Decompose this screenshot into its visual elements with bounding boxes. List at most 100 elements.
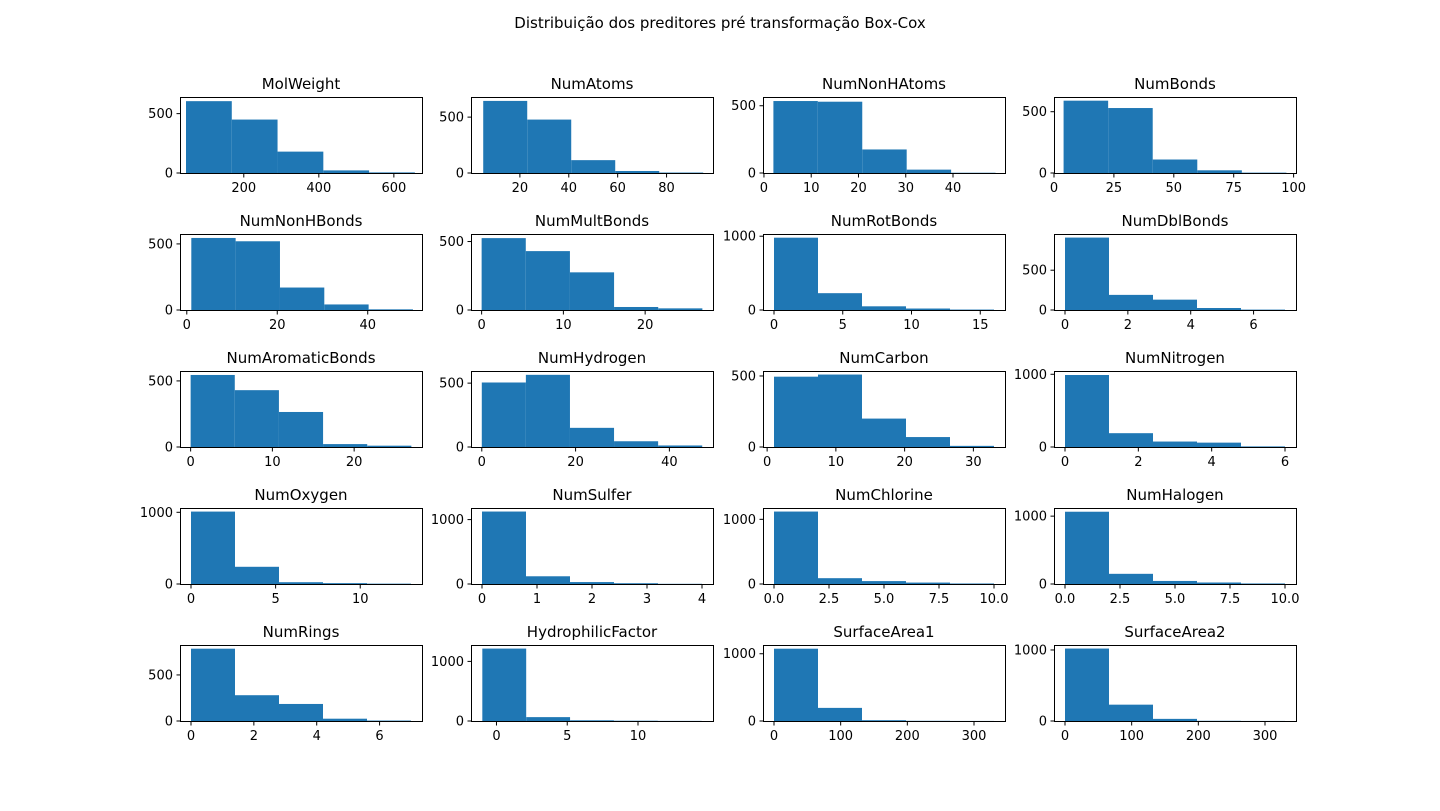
- y-tick-label: 0: [1039, 441, 1047, 456]
- histogram-bar: [862, 306, 906, 310]
- y-tick-label: 0: [456, 441, 464, 456]
- y-tick-label: 1000: [140, 506, 173, 521]
- x-tick-label: 0: [478, 592, 486, 607]
- histogram-bar: [1065, 648, 1109, 721]
- histogram-bar: [323, 170, 370, 173]
- panel-title: SurfaceArea2: [1124, 623, 1225, 641]
- axes-frame: [763, 97, 1006, 174]
- x-tick-label: 2: [1124, 318, 1132, 333]
- axes-frame: [471, 97, 714, 174]
- y-tick-label: 0: [1039, 167, 1047, 182]
- y-tick-label: 0: [1039, 304, 1047, 319]
- x-tick-label: 1: [533, 592, 541, 607]
- histogram-panel: SurfaceArea1 0 100 200 300 0 1000: [723, 623, 1006, 744]
- histogram-bar: [569, 427, 615, 447]
- histogram-bar: [367, 445, 412, 447]
- panel-title: NumNonHBonds: [240, 212, 363, 230]
- x-tick-label: 0: [187, 592, 195, 607]
- y-tick-label: 1000: [431, 513, 464, 528]
- histogram-bar: [324, 304, 369, 310]
- histogram-bar: [906, 308, 950, 310]
- histogram-bar: [526, 576, 570, 584]
- y-tick-label: 500: [439, 111, 464, 126]
- y-tick-label: 1000: [1014, 368, 1047, 383]
- y-tick-label: 0: [165, 578, 173, 593]
- x-tick-label: 20: [637, 318, 654, 333]
- x-tick-label: 600: [381, 181, 406, 196]
- histogram-panel: HydrophilicFactor 0 5 10 0 1000: [431, 623, 714, 744]
- histogram-bar: [1241, 309, 1285, 311]
- x-tick-label: 6: [375, 729, 383, 744]
- histogram-bar: [950, 309, 994, 311]
- x-tick-label: 0.0: [1055, 592, 1076, 607]
- histogram-bar: [774, 511, 818, 584]
- histogram-bar: [1109, 433, 1153, 447]
- histogram-bar: [235, 241, 280, 310]
- y-tick-label: 500: [148, 237, 173, 252]
- x-tick-label: 10: [828, 455, 845, 470]
- histogram-bar: [862, 418, 906, 447]
- x-tick-label: 200: [895, 729, 920, 744]
- histogram-panel: NumSulfer 0 1 2 3 4 0 1000: [431, 486, 714, 607]
- panel-title: NumDblBonds: [1122, 212, 1229, 230]
- histogram-bar: [571, 160, 616, 173]
- x-tick-label: 0: [763, 455, 771, 470]
- y-tick-label: 0: [1039, 715, 1047, 730]
- x-tick-label: 5: [839, 318, 847, 333]
- x-tick-label: 4: [1187, 318, 1195, 333]
- axes-frame: [1054, 97, 1297, 174]
- panel-title: NumNonHAtoms: [822, 75, 946, 93]
- histogram-panel: NumCarbon 0 10 20 30 0 500: [731, 349, 1006, 470]
- x-tick-label: 20: [850, 181, 867, 196]
- x-tick-label: 200: [1186, 729, 1211, 744]
- x-tick-label: 0: [183, 318, 191, 333]
- histogram-panel: NumHalogen 0.0 2.5 5.0 7.5 10.0 0 1000: [1014, 486, 1300, 607]
- histogram-bar: [950, 583, 994, 585]
- y-tick-label: 500: [148, 374, 173, 389]
- histogram-bar: [818, 578, 862, 584]
- histogram-bar: [1153, 718, 1197, 721]
- histogram-bar: [1241, 172, 1287, 174]
- histogram-bar: [570, 720, 614, 721]
- histogram-bar: [906, 169, 952, 173]
- y-tick-label: 0: [456, 578, 464, 593]
- histogram-bar: [774, 648, 818, 721]
- histogram-panel: NumRotBonds 0 5 10 15 0 1000: [723, 212, 1006, 333]
- histogram-bar: [190, 374, 235, 447]
- axes-frame: [763, 371, 1006, 448]
- panel-title: NumChlorine: [835, 486, 933, 504]
- y-tick-label: 1000: [723, 513, 756, 528]
- axes-frame: [180, 508, 423, 585]
- histogram-panel: NumNitrogen 0 2 4 6 0 1000: [1014, 349, 1297, 470]
- histogram-bar: [1197, 582, 1241, 584]
- x-tick-label: 0: [492, 729, 500, 744]
- histogram-bar: [658, 445, 703, 447]
- histogram-bar: [191, 511, 235, 584]
- histogram-bar: [774, 376, 818, 447]
- y-tick-label: 1000: [431, 655, 464, 670]
- y-tick-label: 0: [165, 715, 173, 730]
- y-tick-label: 1000: [723, 230, 756, 245]
- x-tick-label: 0: [760, 181, 768, 196]
- histogram-bar: [817, 101, 863, 173]
- histogram-bar: [277, 151, 324, 173]
- axes-frame: [1054, 234, 1297, 311]
- histogram-bar: [1109, 573, 1153, 584]
- x-tick-label: 0: [186, 455, 194, 470]
- y-tick-label: 0: [748, 441, 756, 456]
- histogram-bar: [526, 717, 571, 721]
- histogram-bar: [186, 101, 232, 173]
- x-tick-label: 0: [1061, 455, 1069, 470]
- histogram-bar: [525, 374, 570, 447]
- x-tick-label: 300: [1253, 729, 1278, 744]
- histogram-bar: [862, 720, 906, 721]
- axes-frame: [763, 234, 1006, 311]
- x-tick-label: 200: [231, 181, 256, 196]
- y-tick-label: 500: [439, 235, 464, 250]
- histogram-bar: [1197, 442, 1241, 447]
- x-tick-label: 10.0: [1271, 592, 1300, 607]
- histogram-bar: [906, 437, 950, 447]
- histogram-panel: SurfaceArea2 0 100 200 300 0 1000: [1014, 623, 1297, 744]
- x-tick-label: 4: [1208, 455, 1216, 470]
- x-tick-label: 400: [306, 181, 331, 196]
